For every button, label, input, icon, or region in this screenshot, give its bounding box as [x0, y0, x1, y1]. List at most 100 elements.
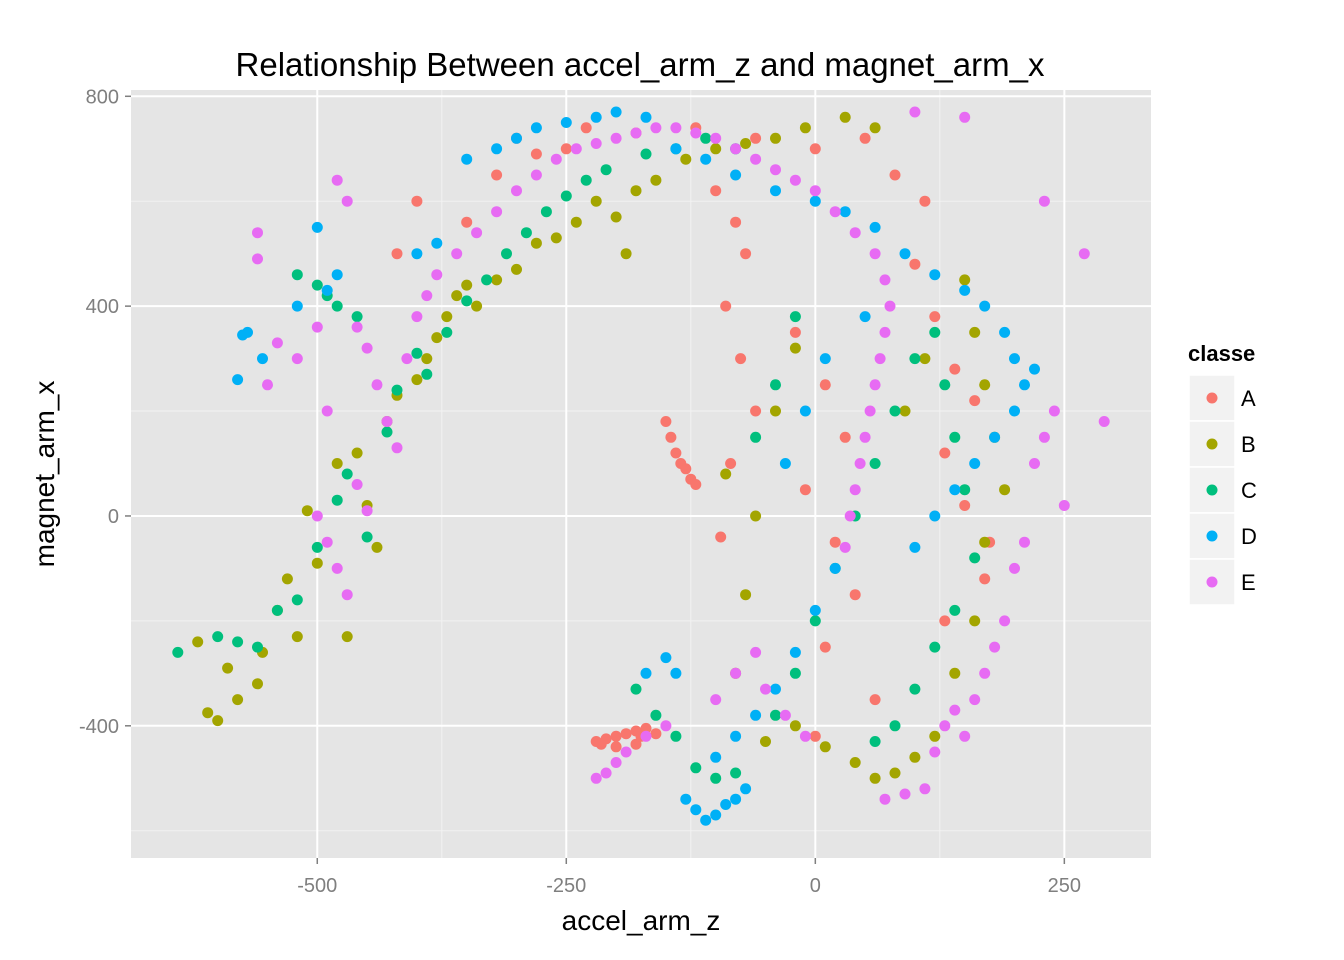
data-point: [341, 468, 353, 480]
data-point: [799, 484, 811, 496]
data-point: [839, 111, 851, 123]
data-point: [660, 652, 672, 664]
chart-title: Relationship Between accel_arm_z and mag…: [236, 46, 1045, 83]
data-point: [969, 458, 981, 469]
data-point: [1038, 431, 1050, 443]
data-point: [222, 662, 234, 674]
data-point: [735, 353, 747, 365]
data-point: [730, 767, 742, 779]
data-point: [361, 531, 373, 543]
grid-lines: [131, 90, 1151, 858]
legend-title: classe: [1188, 341, 1255, 366]
data-point: [461, 279, 473, 291]
data-point: [351, 447, 363, 459]
data-point: [730, 667, 742, 679]
legend-label: C: [1241, 478, 1257, 503]
data-point: [441, 326, 453, 338]
data-point: [740, 138, 752, 149]
data-point: [969, 326, 981, 338]
data-point: [969, 552, 981, 564]
data-point: [640, 111, 652, 123]
data-point: [311, 557, 323, 569]
data-point: [770, 379, 781, 391]
data-point: [770, 132, 781, 144]
data-point: [271, 337, 283, 349]
data-point: [650, 122, 662, 134]
data-point: [909, 683, 921, 695]
data-point: [391, 384, 403, 396]
data-point: [879, 274, 891, 286]
data-point: [411, 347, 423, 359]
y-tick-label: -400: [79, 716, 119, 738]
data-point: [630, 683, 642, 695]
data-point: [929, 311, 941, 323]
data-point: [809, 615, 821, 627]
data-point: [750, 132, 762, 144]
data-point: [979, 536, 991, 548]
data-point: [670, 667, 682, 679]
y-tick-label: 400: [86, 296, 119, 318]
data-point: [381, 426, 393, 438]
data-point: [730, 216, 742, 228]
data-point: [725, 458, 737, 469]
data-point: [854, 458, 866, 469]
data-point: [1029, 363, 1040, 375]
data-point: [789, 174, 801, 186]
data-point: [172, 646, 184, 658]
data-point: [959, 274, 971, 286]
data-point: [520, 227, 532, 239]
data-point: [809, 185, 821, 197]
data-point: [859, 132, 871, 144]
legend-swatch: [1206, 438, 1218, 450]
data-point: [620, 728, 632, 740]
data-point: [799, 405, 811, 417]
data-point: [1009, 353, 1020, 365]
data-point: [411, 248, 423, 260]
data-point: [809, 143, 821, 155]
data-point: [411, 195, 423, 207]
data-point: [540, 206, 552, 218]
data-point: [844, 510, 856, 522]
data-point: [411, 311, 423, 323]
data-point: [331, 269, 343, 281]
data-point: [451, 248, 463, 260]
legend-label: E: [1241, 570, 1256, 595]
data-point: [351, 311, 363, 323]
data-point: [710, 132, 722, 144]
legend-label: B: [1241, 432, 1256, 457]
data-point: [869, 772, 881, 784]
data-point: [640, 667, 652, 679]
data-point: [909, 751, 921, 763]
data-point: [262, 379, 273, 391]
data-point: [849, 589, 861, 601]
data-point: [939, 720, 951, 732]
data-point: [959, 484, 971, 496]
data-point: [361, 342, 373, 354]
data-point: [979, 667, 991, 679]
data-point: [700, 814, 712, 826]
data-point: [710, 809, 722, 821]
data-point: [770, 683, 781, 695]
data-point: [939, 615, 951, 627]
data-point: [630, 738, 642, 750]
data-point: [864, 405, 876, 417]
data-point: [461, 153, 473, 165]
data-point: [610, 741, 622, 753]
data-point: [969, 694, 981, 706]
data-point: [670, 143, 682, 155]
data-point: [530, 148, 542, 160]
data-point: [989, 431, 1001, 443]
data-point: [341, 631, 353, 643]
data-point: [969, 615, 981, 627]
data-point: [909, 106, 921, 118]
data-point: [620, 248, 632, 260]
data-point: [461, 295, 473, 307]
legend-item-A: A: [1188, 374, 1256, 422]
data-point: [889, 169, 901, 181]
data-points: [172, 106, 1110, 826]
data-point: [919, 195, 931, 207]
data-point: [291, 353, 303, 365]
data-point: [869, 379, 881, 391]
data-point: [730, 793, 742, 805]
data-point: [899, 405, 911, 417]
